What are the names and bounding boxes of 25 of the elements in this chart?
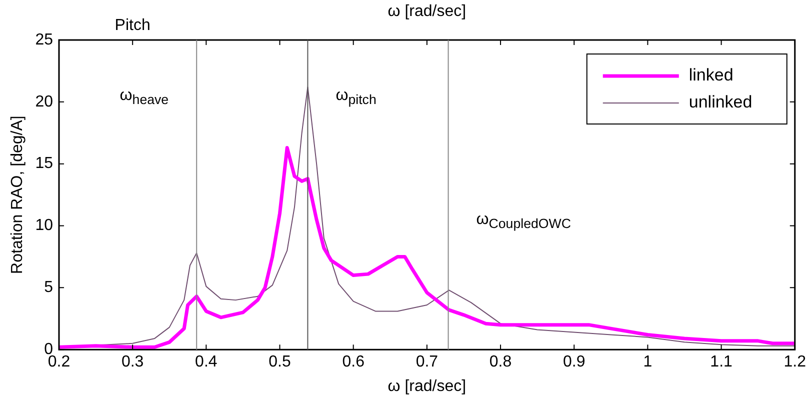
legend-label: linked xyxy=(688,66,734,85)
ref-line-label: ω$_{CoupledOWC}$ xyxy=(476,210,571,234)
chart-title: Pitch xyxy=(114,17,150,34)
legend-label: unlinked xyxy=(688,92,752,112)
y-axis-title: Rotation RAO, [deg/A] xyxy=(9,116,26,274)
x-tick-label: 1.2 xyxy=(784,354,806,371)
text: ω [rad/sec] xyxy=(388,3,466,20)
y-tick-label: 10 xyxy=(35,217,54,234)
x-tick-label: 0.7 xyxy=(416,354,438,371)
y-tick-label: 20 xyxy=(35,93,54,110)
x-tick-label: 0.4 xyxy=(195,354,218,371)
x-tick-label: 1.1 xyxy=(710,354,733,371)
x-tick-label: 1 xyxy=(643,354,652,371)
ref-line-label: ω$_{pitch}$ xyxy=(336,86,376,110)
y-tick-label: 15 xyxy=(35,155,54,172)
x-tick-label: 0.8 xyxy=(489,354,512,371)
x-tick-label: 0.6 xyxy=(342,354,365,371)
y-tick-label: 5 xyxy=(44,279,54,296)
x-tick-label: 0.9 xyxy=(562,354,586,371)
x-axis-title: ω [rad/sec] xyxy=(388,378,466,395)
ref-line-label: ω$_{heave}$ xyxy=(120,86,169,110)
x-tick-label: 0.5 xyxy=(268,354,291,371)
x-tick-label: 0.2 xyxy=(48,354,70,371)
y-tick-label: 25 xyxy=(35,31,54,48)
x-tick-label: 0.3 xyxy=(121,354,144,371)
